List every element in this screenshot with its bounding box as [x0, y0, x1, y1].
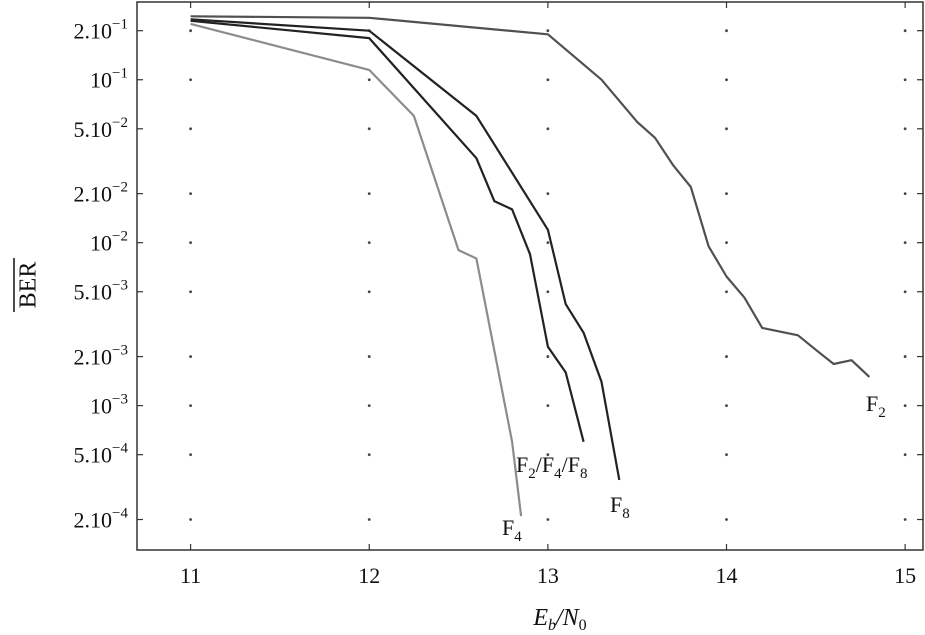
- grid-dot: [903, 192, 907, 196]
- y-axis: 2.10−1 10−1 5.10−2 2.10−2 10−2 5.10−3 2.10−3 10…: [74, 17, 923, 533]
- grid-dot: [189, 29, 192, 33]
- grid-dot: [903, 29, 907, 33]
- grid-dot: [367, 404, 371, 408]
- x-axis-title-b: b: [548, 617, 556, 634]
- y-tick-label: 5.10−2: [74, 115, 128, 142]
- y-axis-title: BER: [16, 262, 42, 309]
- grid-dot: [725, 29, 728, 33]
- grid: [189, 29, 907, 521]
- grid-dot: [367, 127, 371, 131]
- y-tick-label: 2.10−1: [74, 17, 128, 44]
- x-axis-title-e: E: [532, 605, 548, 631]
- grid-dot: [189, 518, 192, 521]
- series-label-4: F2/F4/F8: [516, 452, 587, 482]
- grid-dot: [903, 127, 907, 131]
- grid-dot: [546, 290, 550, 294]
- grid-dot: [725, 290, 728, 294]
- x-tick-label: 12: [358, 563, 380, 588]
- grid-dot: [367, 290, 371, 294]
- grid-dot: [546, 241, 550, 245]
- grid-dot: [546, 518, 550, 521]
- series-labels: F2 F4 F8 F2/F4/F8: [502, 391, 886, 545]
- grid-dot: [367, 518, 371, 521]
- grid-dot: [367, 241, 371, 245]
- x-axis-title-slash: /N: [554, 605, 581, 631]
- grid-dot: [546, 453, 550, 457]
- grid-dot: [189, 192, 192, 196]
- grid-dot: [725, 453, 728, 457]
- series-line-2: [190, 22, 523, 517]
- series-label-2: F4: [502, 515, 522, 545]
- grid-dot: [725, 241, 728, 245]
- y-tick-label: 10−2: [90, 229, 128, 256]
- grid-dot: [725, 127, 728, 131]
- grid-dot: [903, 404, 907, 408]
- x-axis: 11 12 13 14 15: [180, 2, 916, 588]
- series-line-3: [190, 18, 621, 481]
- grid-dot: [189, 404, 192, 408]
- grid-dot: [546, 127, 550, 131]
- x-tick-label: 11: [180, 563, 201, 588]
- x-axis-title: Eb/N0: [532, 605, 586, 634]
- grid-dot: [546, 78, 550, 82]
- grid-dot: [546, 192, 550, 196]
- grid-dot: [725, 518, 728, 521]
- grid-dot: [189, 355, 192, 358]
- y-tick-label: 10−1: [90, 66, 128, 93]
- grid-dot: [725, 355, 728, 358]
- series-label-1: F2: [866, 391, 886, 421]
- x-tick-label: 13: [537, 563, 559, 588]
- grid-dot: [546, 29, 550, 33]
- grid-dot: [903, 355, 907, 358]
- grid-dot: [367, 78, 371, 82]
- grid-dot: [189, 78, 192, 82]
- y-tick-label: 5.10−4: [74, 441, 129, 468]
- x-tick-label: 15: [894, 563, 916, 588]
- grid-dot: [903, 453, 907, 457]
- grid-dot: [546, 355, 550, 358]
- y-tick-label: 10−3: [90, 392, 128, 419]
- series-label-3: F8: [610, 492, 630, 522]
- x-tick-label: 14: [716, 563, 738, 588]
- grid-dot: [903, 290, 907, 294]
- grid-dot: [189, 290, 192, 294]
- grid-dot: [189, 127, 192, 131]
- grid-dot: [903, 78, 907, 82]
- series-line-4: [190, 19, 585, 443]
- grid-dot: [367, 453, 371, 457]
- grid-dot: [367, 355, 371, 358]
- x-axis-title-zero: 0: [579, 617, 587, 634]
- y-tick-label: 5.10−3: [74, 278, 128, 305]
- grid-dot: [725, 78, 728, 82]
- grid-dot: [546, 404, 550, 408]
- series-line-1: [190, 15, 871, 378]
- y-tick-label: 2.10−2: [74, 180, 128, 207]
- grid-dot: [903, 241, 907, 245]
- grid-dot: [189, 241, 192, 245]
- grid-dot: [367, 192, 371, 196]
- grid-dot: [189, 453, 192, 457]
- series-lines: [190, 15, 871, 517]
- y-tick-label: 2.10−4: [74, 506, 129, 533]
- grid-dot: [903, 518, 907, 521]
- grid-dot: [725, 192, 728, 196]
- y-tick-label: 2.10−3: [74, 343, 128, 370]
- plot-frame: [136, 1, 924, 551]
- grid-dot: [725, 404, 728, 408]
